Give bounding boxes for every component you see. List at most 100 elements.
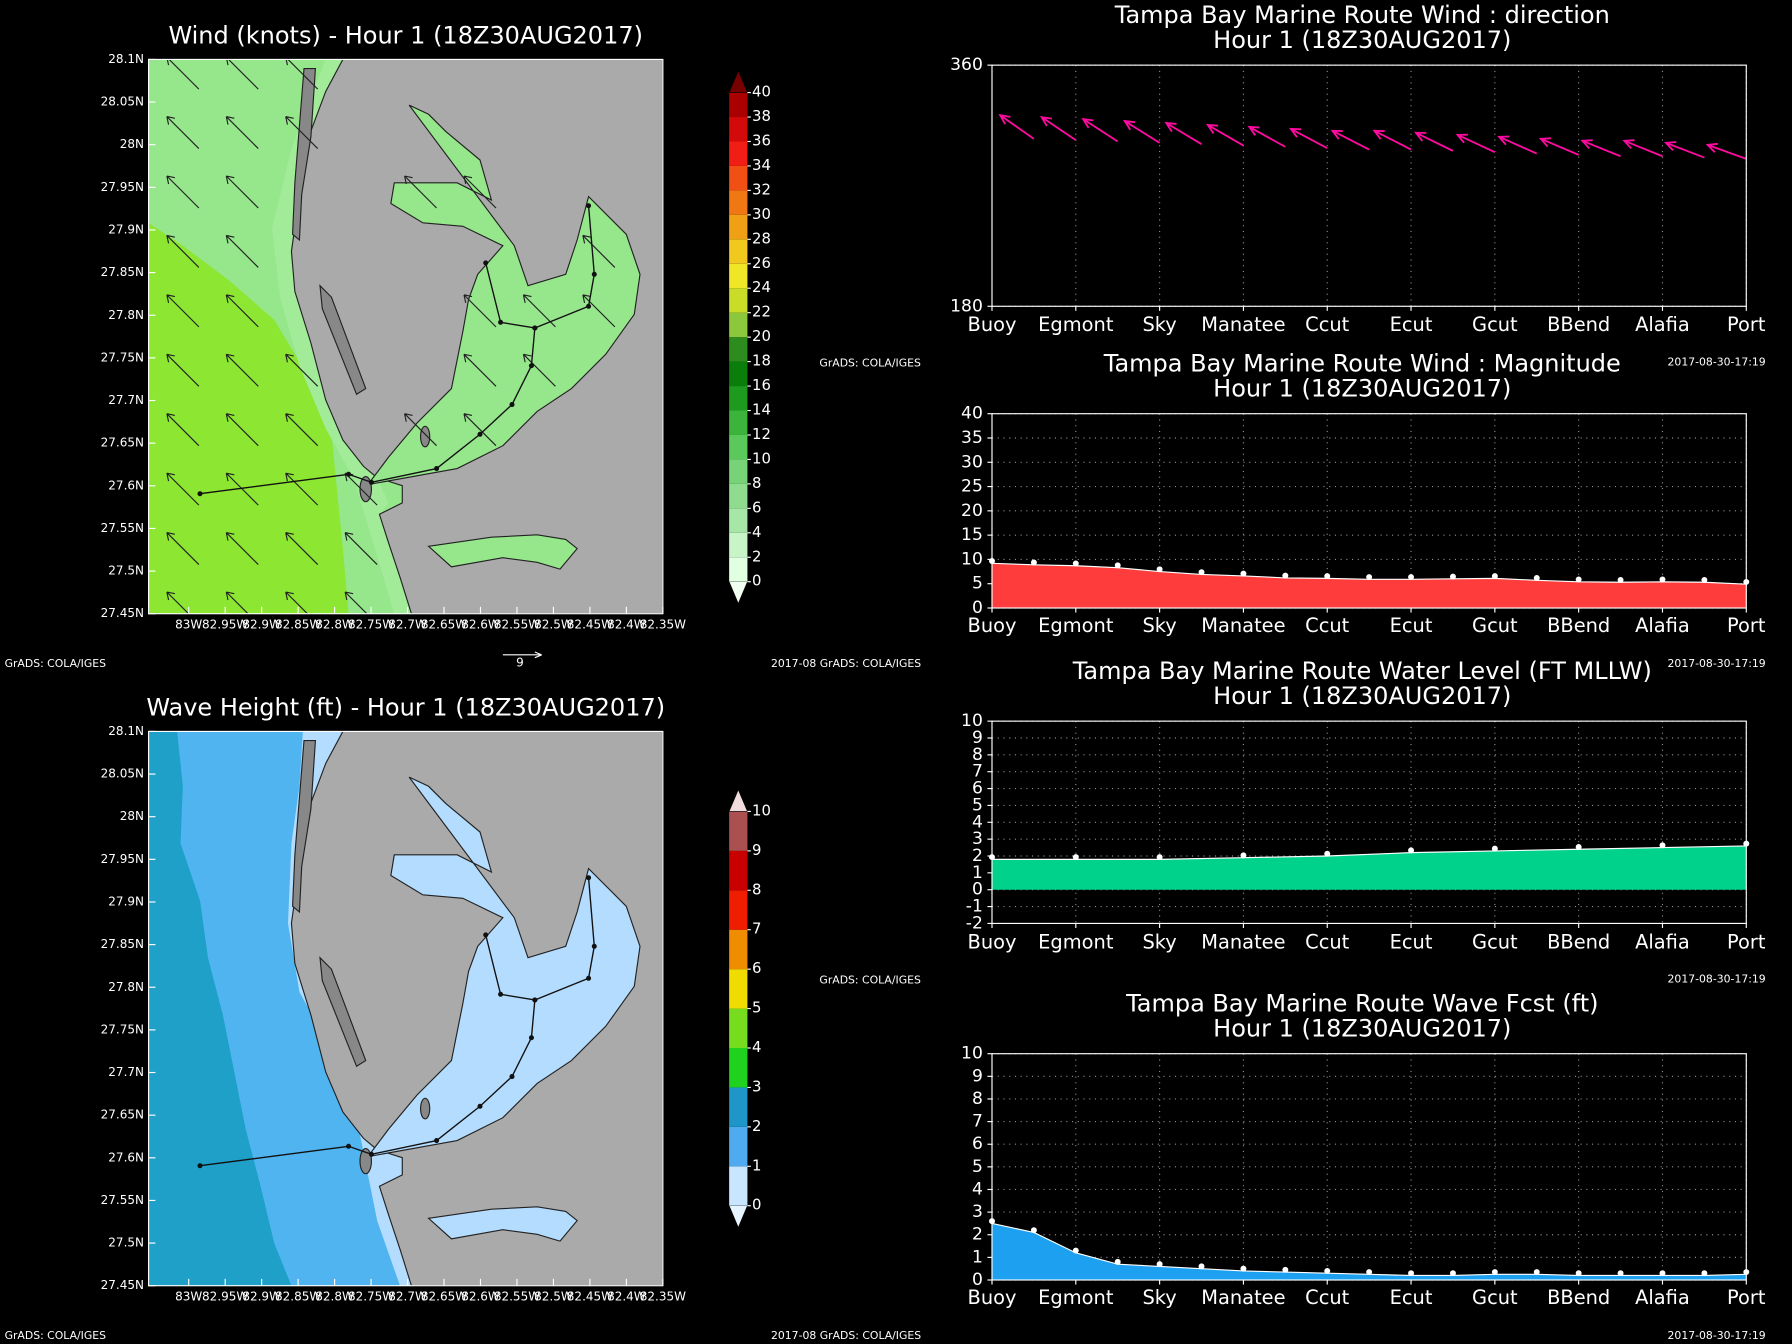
data-point	[1156, 854, 1163, 861]
x-tick-label: BBend	[1547, 1286, 1610, 1309]
data-point	[1701, 577, 1708, 583]
colorbar-label: 6	[752, 498, 761, 516]
bay	[366, 104, 641, 486]
wind-vector	[225, 294, 259, 328]
x-tick-label: BBend	[1547, 614, 1610, 637]
y-tick-label: 27.55N	[101, 1193, 144, 1207]
x-tick-label: 82.5W	[534, 1290, 573, 1304]
colorbar-label: 28	[752, 229, 771, 247]
route-point	[509, 1074, 515, 1080]
map-area	[148, 59, 663, 614]
data-point	[1282, 572, 1289, 579]
colorbar-bin	[729, 165, 748, 191]
route-point	[528, 1035, 534, 1041]
x-tick-label: 82.4W	[607, 1290, 646, 1304]
map-panel: Wave Height (ft) - Hour 1 (18Z30AUG2017)…	[5, 694, 922, 1342]
route-point	[197, 491, 203, 497]
route-point	[346, 1143, 352, 1149]
x-tick-label: Gcut	[1472, 1286, 1518, 1309]
data-point	[1533, 575, 1540, 581]
direction-arrow	[1122, 119, 1161, 144]
colorbar-bin	[729, 1008, 748, 1048]
colorbar-bin	[729, 117, 748, 142]
direction-arrow	[1664, 141, 1705, 159]
y-tick-label: 27.95N	[101, 852, 144, 866]
data-point	[1408, 847, 1415, 854]
colorbar-label: 10	[752, 449, 771, 467]
x-tick-label: Manatee	[1201, 614, 1285, 637]
y-tick-label: 2	[972, 1225, 983, 1245]
route-point	[532, 997, 538, 1003]
route	[199, 262, 536, 495]
wind-vector	[344, 591, 368, 614]
island	[419, 1097, 431, 1120]
y-tick-label: 27.9N	[108, 894, 144, 908]
wind-vector	[285, 59, 319, 90]
footer: 2017-08-30-17:19	[1668, 1329, 1766, 1342]
direction-arrow	[1538, 137, 1580, 156]
y-tick-label: 28N	[120, 137, 144, 151]
colorbar-bin	[729, 969, 748, 1009]
y-tick-label: 1	[972, 1247, 983, 1267]
footer: 2017-08 GrADS: COLA/IGES	[771, 1329, 921, 1342]
colorbar-label: 1	[752, 1156, 761, 1174]
plot-frame	[991, 413, 1747, 609]
colorbar-bin	[729, 92, 748, 118]
colorbar-label: 20	[752, 327, 771, 345]
colorbar-label: 24	[752, 278, 771, 296]
chart-title: Tampa Bay Marine Route Wind : direction	[1114, 1, 1610, 29]
wind-vector	[463, 175, 497, 209]
y-tick-label: 10	[961, 711, 983, 731]
data-point	[1408, 1270, 1415, 1277]
colorbar-label: 18	[752, 352, 771, 370]
y-tick-label: 7	[972, 762, 983, 782]
x-tick-label: Ecut	[1390, 1286, 1433, 1309]
area-line	[992, 845, 1747, 860]
colorbar-bin	[729, 850, 748, 891]
colorbar-label: 4	[752, 523, 761, 541]
y-tick-label: 6	[972, 779, 983, 799]
x-tick-label: 82.9W	[242, 1290, 281, 1304]
wind-vector	[225, 116, 259, 149]
x-tick-label: 82.5W	[534, 618, 573, 632]
colorbar-label: 2	[752, 547, 761, 565]
data-point	[1324, 850, 1331, 857]
plot-frame	[991, 1053, 1747, 1281]
direction-arrow	[1705, 142, 1747, 160]
x-tick-label: Buoy	[968, 1286, 1017, 1309]
data-point	[1659, 842, 1666, 849]
data-point	[1533, 1269, 1540, 1276]
direction-arrow	[1081, 117, 1119, 143]
direction-arrow	[1039, 115, 1077, 141]
y-tick-label: 8	[972, 745, 983, 765]
colorbar-label: 8	[752, 474, 761, 492]
x-tick-label: 82.9W	[242, 618, 281, 632]
data-point	[1408, 574, 1415, 581]
y-tick-label: 10	[961, 1044, 983, 1064]
x-tick-label: 83W	[175, 1290, 202, 1304]
map-frame	[148, 58, 664, 615]
wind-vector	[463, 294, 497, 328]
direction-arrow	[1622, 139, 1663, 158]
data-point	[1449, 573, 1456, 580]
x-tick-label: Buoy	[968, 614, 1017, 637]
colorbar-label: 9	[752, 841, 761, 859]
y-tick-label: 27.85N	[101, 265, 144, 279]
x-tick-label: Manatee	[1201, 313, 1285, 336]
y-tick-label: 0	[972, 598, 983, 618]
colorbar-bin	[729, 141, 748, 166]
y-tick-label: 2	[972, 846, 983, 866]
wind-vector	[166, 59, 200, 90]
colorbar-label: 2	[752, 1117, 761, 1135]
x-tick-label: 82.65W	[421, 618, 467, 632]
y-tick-label: 0	[972, 1270, 983, 1290]
y-tick-label: 27.8N	[108, 308, 144, 322]
x-tick-label: Alafia	[1635, 313, 1690, 336]
y-tick-label: 25	[961, 477, 983, 497]
colorbar-end	[728, 70, 748, 93]
data-point	[1575, 844, 1582, 850]
colorbar-bin	[729, 239, 748, 264]
x-tick-label: 82.55W	[494, 618, 540, 632]
route-point	[528, 363, 534, 369]
x-tick-label: Sky	[1142, 614, 1176, 637]
